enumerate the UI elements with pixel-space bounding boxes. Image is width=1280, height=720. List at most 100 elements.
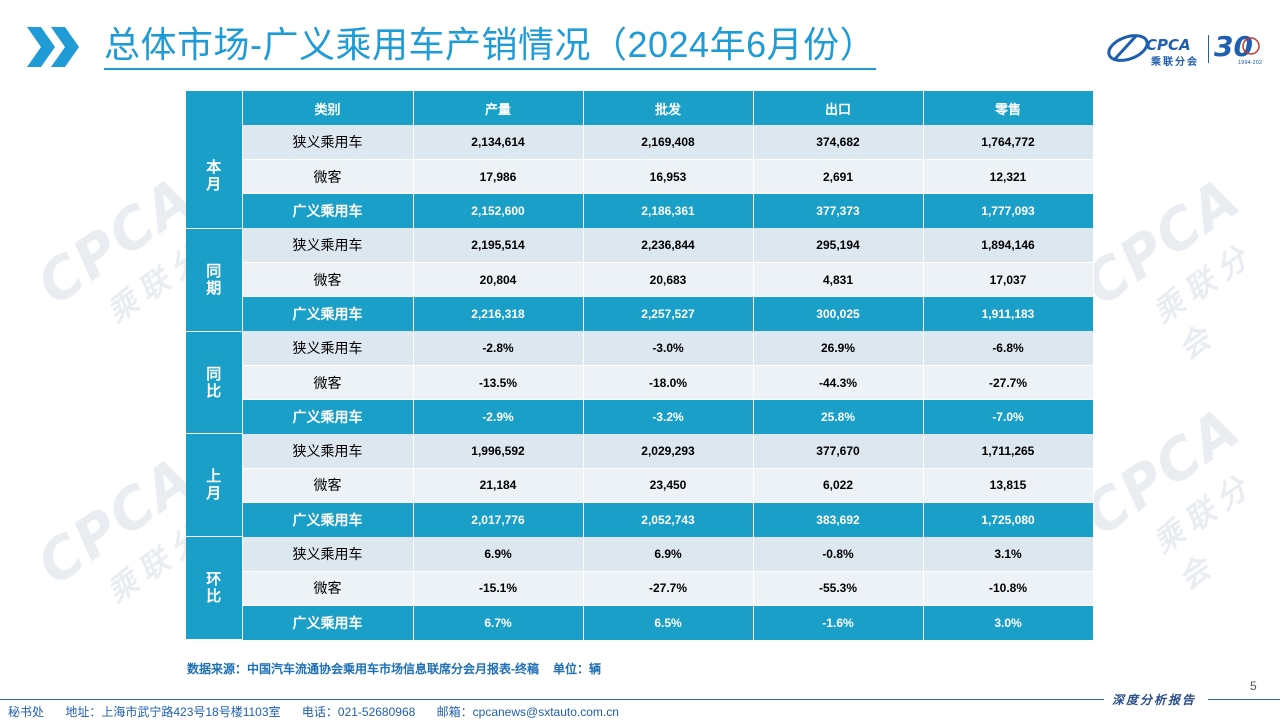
report-label: 深度分析报告 bbox=[1112, 693, 1197, 707]
value-cell: 2,216,318 bbox=[413, 296, 584, 332]
value-cell: 17,986 bbox=[413, 159, 584, 195]
header-category: 类别 bbox=[242, 91, 414, 126]
value-cell: 3.0% bbox=[923, 605, 1094, 640]
value-cell: -7.0% bbox=[923, 399, 1094, 434]
category-cell: 广义乘用车 bbox=[242, 502, 414, 537]
header-retail: 零售 bbox=[923, 91, 1094, 126]
value-cell: 2,195,514 bbox=[413, 228, 584, 263]
watermark-subtitle: 乘联分会 bbox=[1147, 236, 1261, 368]
table-row: 微客 17,986 16,953 2,691 12,321 bbox=[186, 159, 1094, 195]
value-cell: 1,777,093 bbox=[923, 193, 1094, 229]
value-cell: 2,257,527 bbox=[583, 296, 754, 332]
value-cell: -27.7% bbox=[583, 571, 754, 606]
table-row: 上 月狭义乘用车 1,996,592 2,029,293 377,670 1,711,2… bbox=[186, 433, 1094, 538]
footer-divider bbox=[0, 699, 1104, 700]
category-cell: 广义乘用车 bbox=[242, 296, 414, 332]
table-row: 微客 -15.1% -27.7% -55.3% -10.8% bbox=[186, 571, 1094, 606]
value-cell: 6,022 bbox=[753, 468, 924, 504]
sales-table: 类别 产量 批发 出口 零售 本 月狭义乘用车 2,134,614 2,169,40… bbox=[186, 91, 1094, 641]
table-row: 广义乘用车 -2.9% -3.2% 25.8% -7.0% bbox=[186, 399, 1094, 434]
value-cell: 1,911,183 bbox=[923, 296, 1094, 332]
value-cell: -3.0% bbox=[583, 331, 754, 366]
value-cell: -10.8% bbox=[923, 571, 1094, 606]
category-cell: 广义乘用车 bbox=[242, 399, 414, 434]
anniversary-years: 1994-2024 bbox=[1238, 60, 1262, 66]
category-cell: 微客 bbox=[242, 468, 414, 504]
value-cell: 13,815 bbox=[923, 468, 1094, 504]
group-label: 本 月 bbox=[186, 125, 243, 229]
page-title: 总体市场-广义乘用车产销情况（2024年6月份） bbox=[104, 22, 877, 70]
table-row: 广义乘用车 2,017,776 2,052,743 383,692 1,725,080 bbox=[186, 502, 1094, 537]
value-cell: 17,037 bbox=[923, 262, 1094, 298]
table-row: 广义乘用车 6.7% 6.5% -1.6% 3.0% bbox=[186, 605, 1094, 640]
category-cell: 微客 bbox=[242, 571, 414, 606]
table-row: 环 比狭义乘用车 6.9% 6.9% -0.8% 3.1% bbox=[186, 536, 1094, 641]
footer-info: 秘书处 地址：上海市武宁路423号18号楼1103室 电话：021-526809… bbox=[8, 703, 637, 720]
value-cell: 2,169,408 bbox=[583, 125, 754, 161]
value-cell: 1,725,080 bbox=[923, 502, 1094, 537]
value-cell: -27.7% bbox=[923, 365, 1094, 401]
value-cell: 2,052,743 bbox=[583, 502, 754, 537]
value-cell: 1,764,772 bbox=[923, 125, 1094, 161]
value-cell: -2.9% bbox=[413, 399, 584, 434]
group-label: 同 期 bbox=[186, 228, 243, 332]
value-cell: 2,134,614 bbox=[413, 125, 584, 161]
value-cell: 6.9% bbox=[583, 536, 754, 572]
group-label: 同 比 bbox=[186, 331, 243, 435]
table-row: 广义乘用车 2,216,318 2,257,527 300,025 1,911,183 bbox=[186, 296, 1094, 332]
header-export: 出口 bbox=[753, 91, 924, 126]
table-row: 微客 21,184 23,450 6,022 13,815 bbox=[186, 468, 1094, 504]
value-cell: 20,683 bbox=[583, 262, 754, 298]
logo-brand: CPCA bbox=[1146, 36, 1191, 54]
group-label: 上 月 bbox=[186, 433, 243, 538]
footer-phone: 电话：021-52680968 bbox=[301, 705, 416, 719]
value-cell: 377,670 bbox=[753, 433, 924, 469]
value-cell: 300,025 bbox=[753, 296, 924, 332]
cpca-logo-icon bbox=[1107, 34, 1149, 62]
value-cell: 377,373 bbox=[753, 193, 924, 229]
header-production: 产量 bbox=[413, 91, 584, 126]
group-label: 环 比 bbox=[186, 536, 243, 641]
category-cell: 微客 bbox=[242, 159, 414, 195]
value-cell: -15.1% bbox=[413, 571, 584, 606]
header-corner bbox=[186, 91, 243, 126]
anniversary-number: 30 bbox=[1214, 30, 1253, 63]
anniversary-badge: 30 1994-2024 bbox=[1214, 30, 1262, 66]
table-row: 同 期狭义乘用车 2,195,514 2,236,844 295,194 1,894,1… bbox=[186, 228, 1094, 332]
value-cell: 6.7% bbox=[413, 605, 584, 640]
category-cell: 狭义乘用车 bbox=[242, 433, 414, 469]
value-cell: 3.1% bbox=[923, 536, 1094, 572]
value-cell: -0.8% bbox=[753, 536, 924, 572]
value-cell: -13.5% bbox=[413, 365, 584, 401]
value-cell: -2.8% bbox=[413, 331, 584, 366]
value-cell: 12,321 bbox=[923, 159, 1094, 195]
logo-subtitle: 乘联分会 bbox=[1151, 57, 1199, 68]
value-cell: 20,804 bbox=[413, 262, 584, 298]
value-cell: 2,186,361 bbox=[583, 193, 754, 229]
watermark-brand: CPCA bbox=[1072, 165, 1253, 319]
logo-divider bbox=[1208, 35, 1209, 63]
category-cell: 狭义乘用车 bbox=[242, 536, 414, 572]
unit-text: 单位：辆 bbox=[553, 662, 602, 676]
value-cell: 383,692 bbox=[753, 502, 924, 537]
page-number: 5 bbox=[1250, 679, 1257, 693]
table-row: 同 比狭义乘用车 -2.8% -3.0% 26.9% -6.8% bbox=[186, 331, 1094, 435]
value-cell: 6.5% bbox=[583, 605, 754, 640]
value-cell: -1.6% bbox=[753, 605, 924, 640]
value-cell: 2,017,776 bbox=[413, 502, 584, 537]
value-cell: 374,682 bbox=[753, 125, 924, 161]
value-cell: -6.8% bbox=[923, 331, 1094, 366]
table-header-row: 类别 产量 批发 出口 零售 bbox=[186, 91, 1094, 126]
category-cell: 狭义乘用车 bbox=[242, 331, 414, 366]
value-cell: 25.8% bbox=[753, 399, 924, 434]
source-text: 数据来源：中国汽车流通协会乘用车市场信息联席分会月报表-终稿 bbox=[187, 662, 539, 676]
footer-email: 邮箱：cpcanews@sxtauto.com.cn bbox=[436, 705, 619, 719]
category-cell: 狭义乘用车 bbox=[242, 125, 414, 161]
double-chevron-icon bbox=[27, 27, 79, 67]
table-row: 微客 20,804 20,683 4,831 17,037 bbox=[186, 262, 1094, 298]
category-cell: 狭义乘用车 bbox=[242, 228, 414, 263]
footer-office: 秘书处 bbox=[8, 705, 45, 719]
value-cell: 1,711,265 bbox=[923, 433, 1094, 469]
value-cell: 1,996,592 bbox=[413, 433, 584, 469]
value-cell: -18.0% bbox=[583, 365, 754, 401]
